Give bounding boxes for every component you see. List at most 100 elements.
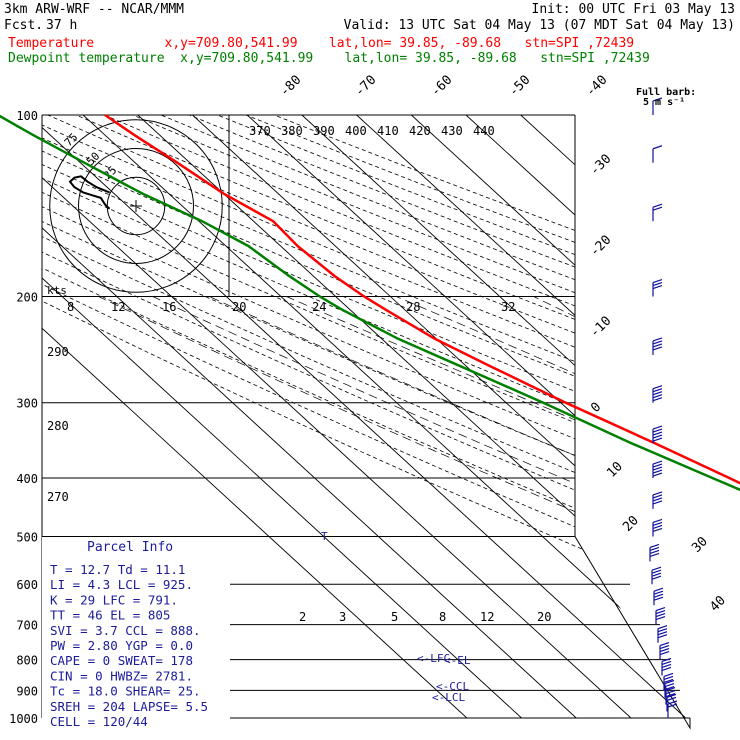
isotherm--120 [42, 115, 468, 718]
wind-barb-flag [652, 278, 663, 284]
hodograph-ring-label-75: 75 [62, 131, 81, 150]
wind-barb-200 [652, 278, 663, 297]
wind-barb-flag [653, 596, 664, 601]
wind-barb-flag [657, 634, 668, 639]
wind-barb-flag [652, 437, 663, 442]
model-title: 3km ARW-WRF -- NCAR/MMM [4, 2, 185, 17]
wind-barb-flag [652, 337, 663, 342]
parcel-info-row: CAPE = 0 SWEAT= 178 [50, 653, 193, 668]
wind-barb-flag [652, 425, 663, 430]
dewpoint-legend: Dewpoint temperature x,y=709.80,541.99 l… [8, 51, 650, 66]
parcel-info-row: CIN = 0 HWBZ= 2781. [50, 668, 193, 683]
wind-barb-flag [663, 675, 674, 680]
theta-label-380: 380 [281, 124, 303, 138]
pressure-label-700: 700 [16, 619, 38, 633]
wind-barb-flag [652, 394, 663, 399]
hodograph-trace [68, 175, 111, 210]
wind-barb-flag [652, 518, 663, 524]
wind-barb-flag [649, 546, 660, 552]
level-marker: <-LCL [432, 691, 465, 704]
wind-barb-550 [649, 543, 660, 562]
wind-barb-flag [649, 543, 660, 549]
theta-label-280: 280 [47, 419, 69, 433]
level-markers: <-LFC<-EL <-CCL<-LCL T [321, 530, 471, 704]
dry-adiabat-300 [42, 115, 690, 718]
wind-barb-flag [657, 628, 668, 633]
wind-barb-700 [655, 607, 666, 625]
wind-barb-flag [659, 641, 670, 647]
wind-barb-flag [652, 469, 663, 474]
wind-barb-flag [652, 521, 663, 527]
wind-barb-flag [659, 650, 670, 656]
wind-barb-flag [665, 686, 676, 692]
pressure-label-500: 500 [16, 530, 38, 544]
isotherm-label--50: -50 [506, 73, 533, 100]
isotherm-label--80: -80 [277, 73, 304, 100]
isotherm-label--40: -40 [583, 73, 610, 100]
wind-barb-flag [652, 497, 663, 502]
wind-barb-flag [651, 566, 662, 571]
mixing-ratio-label-5: 5 [391, 610, 398, 624]
isotherm--10 [410, 115, 690, 718]
wind-barb-250 [652, 337, 663, 355]
wind-barb-flag [653, 593, 664, 598]
wind-barb-950 [665, 686, 676, 705]
parcel-info-title: Parcel Info [87, 540, 173, 555]
wind-barb-500 [652, 518, 663, 537]
wind-barb-1000 [667, 700, 678, 718]
wind-barb-600 [651, 566, 662, 585]
wind-barb-925 [664, 680, 675, 698]
pressure-label-400: 400 [16, 472, 38, 486]
mixing-ratio-label-3: 3 [339, 610, 346, 624]
wind-barb-flag [664, 686, 675, 691]
wind-barb-flag [652, 500, 663, 505]
wind-barb-flag [651, 575, 662, 580]
isotherm--100 [42, 115, 577, 718]
pressure-label-800: 800 [16, 654, 38, 668]
barb-legend-line2: 5 m s⁻¹ [643, 97, 685, 108]
wind-barb-450 [652, 491, 663, 509]
parcel-info-row: TT = 46 EL = 805 [50, 608, 170, 623]
wind-barb-flag [652, 434, 663, 439]
wind-barb-975 [666, 693, 677, 712]
wind-barb-flag [665, 689, 676, 695]
parcel-info-row: K = 29 LFC = 791. [50, 592, 178, 607]
wind-barb-flag [652, 346, 663, 351]
wind-barb-flag [652, 527, 663, 533]
wind-barb-flag [663, 672, 674, 677]
wind-barb-flag [649, 549, 660, 555]
theta-label-270: 270 [47, 490, 69, 504]
level-marker: <-LFC [417, 652, 450, 665]
wind-barb-flag [657, 631, 668, 636]
wind-barb-flag [652, 385, 663, 390]
theta-label-420: 420 [409, 124, 431, 138]
wind-barb-750 [657, 625, 668, 643]
wind-barb-150 [652, 203, 663, 222]
wind-barb-flag [652, 466, 663, 471]
wind-barb-flag [659, 647, 670, 653]
wind-barb-flag [652, 524, 663, 530]
parcel-info-row: LI = 4.3 LCL = 925. [50, 577, 193, 592]
wind-barb-800 [659, 641, 670, 660]
hodograph-ring-50 [78, 148, 194, 264]
hodograph-tick-20: 20 [232, 300, 246, 314]
isotherm-label-40: 40 [707, 593, 729, 615]
wind-barb-flag [652, 97, 663, 102]
pressure-label-200: 200 [16, 291, 38, 305]
parcel-info-rows: T = 12.7 Td = 11.1LI = 4.3 LCL = 925.K =… [50, 562, 208, 729]
hodograph-tick-24: 24 [312, 300, 326, 314]
temperature-trace [104, 113, 740, 485]
wind-barb-100 [652, 97, 663, 115]
isotherm--90 [42, 115, 632, 718]
hodograph-tick-12: 12 [111, 300, 125, 314]
mixing-ratio-label-2: 2 [299, 610, 306, 624]
isotherm-30 [629, 115, 690, 718]
mixing-ratio-label-20: 20 [537, 610, 551, 624]
wind-barb-flag [652, 340, 663, 345]
isotherm-40 [684, 115, 690, 718]
theta-label-430: 430 [441, 124, 463, 138]
hodograph-ring-75 [49, 119, 223, 293]
wind-barb-flag [661, 657, 672, 663]
theta-label-290: 290 [47, 345, 69, 359]
